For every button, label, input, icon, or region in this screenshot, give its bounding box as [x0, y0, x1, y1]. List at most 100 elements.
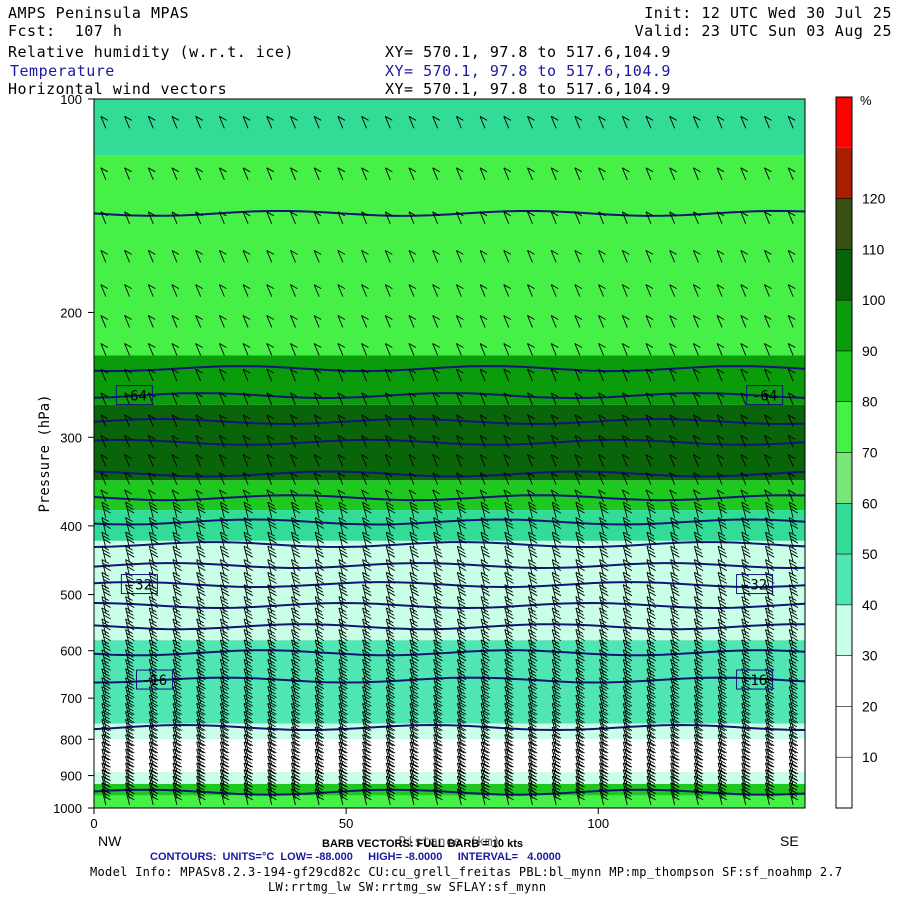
wind-barb	[172, 694, 182, 712]
wind-barb	[196, 734, 206, 751]
wind-barb	[741, 596, 751, 613]
wind-barb	[314, 668, 325, 685]
wind-barb	[765, 659, 775, 676]
wind-barb	[551, 694, 562, 712]
colorbar-swatch	[836, 554, 852, 605]
wind-barb	[432, 343, 440, 356]
wind-barb	[717, 677, 728, 694]
wind-barb	[669, 284, 677, 297]
wind-barb	[669, 315, 677, 328]
wind-barb	[243, 694, 254, 712]
wind-barb	[385, 659, 396, 676]
wind-barb	[291, 618, 301, 636]
wind-barb	[409, 596, 419, 613]
wind-barb	[384, 284, 393, 297]
temperature-contour	[93, 623, 806, 631]
wind-barb	[171, 489, 180, 503]
wind-barb	[338, 782, 348, 799]
wind-barb	[291, 726, 301, 744]
colorbar-swatch	[836, 97, 852, 148]
wind-barb	[693, 719, 704, 736]
wind-barb	[716, 315, 725, 328]
wind-barb	[788, 703, 799, 720]
wind-barb	[504, 629, 514, 646]
temperature-contour	[93, 676, 806, 684]
wind-barb	[455, 284, 464, 297]
wind-barb	[504, 559, 514, 576]
wind-barb	[125, 668, 135, 685]
wind-barb	[504, 545, 514, 563]
wind-barb	[598, 489, 606, 503]
wind-barb	[622, 711, 633, 728]
wind-barb	[385, 618, 396, 636]
wind-barb	[219, 726, 230, 744]
wind-barb	[456, 659, 467, 676]
wind-barb	[646, 559, 656, 576]
wind-barb	[717, 703, 728, 720]
wind-barb	[290, 392, 298, 406]
wind-barb	[313, 472, 322, 485]
wind-barb	[765, 703, 775, 720]
wind-barb	[266, 343, 275, 356]
wind-barb	[125, 531, 135, 549]
wind-barb	[314, 711, 325, 728]
wind-barb	[456, 788, 467, 806]
wind-barb	[101, 677, 111, 694]
wind-barb	[550, 167, 559, 180]
wind-barb	[504, 726, 514, 744]
wind-barb	[504, 517, 514, 534]
wind-barb	[266, 368, 275, 382]
wind-barb	[313, 284, 322, 297]
wind-barb	[219, 659, 230, 676]
wind-barbs	[100, 115, 799, 806]
wind-barb	[101, 596, 111, 613]
wind-barb	[598, 392, 606, 406]
wind-barb	[172, 649, 182, 666]
wind-barb	[456, 607, 467, 625]
colorbar-tick-label: 50	[862, 546, 878, 562]
wind-barb	[788, 501, 799, 519]
wind-barb	[219, 788, 230, 806]
wind-barb	[646, 517, 656, 534]
wind-barb	[243, 677, 254, 694]
wind-barb	[266, 472, 275, 485]
temperature-contour	[93, 518, 806, 526]
wind-barb	[385, 726, 396, 744]
wind-barb	[196, 711, 206, 728]
wind-barb	[788, 531, 799, 549]
wind-barb	[385, 545, 396, 563]
wind-barb	[196, 629, 206, 646]
wind-barb	[693, 659, 704, 676]
wind-barb	[124, 250, 132, 263]
wind-barb	[787, 284, 796, 297]
wind-barb	[338, 719, 348, 736]
wind-barb	[148, 501, 159, 519]
temperature-contour	[93, 649, 806, 657]
wind-barb	[338, 686, 348, 703]
wind-barb	[338, 559, 348, 576]
wind-barb	[741, 629, 751, 646]
y-tick-label: 900	[60, 769, 82, 784]
wind-barb	[125, 596, 135, 613]
wind-barb	[196, 686, 206, 703]
wind-barb	[599, 639, 609, 656]
wind-barb	[243, 501, 254, 519]
wind-barb	[219, 677, 230, 694]
wind-barb	[314, 703, 325, 720]
wind-barb	[551, 559, 562, 576]
wind-barb	[314, 571, 325, 589]
wind-barb	[362, 559, 372, 576]
wind-barb	[503, 115, 512, 129]
wind-barb	[266, 250, 275, 263]
field-label-wind: Horizontal wind vectors	[8, 80, 228, 98]
wind-barb	[384, 368, 393, 382]
wind-barb	[621, 472, 630, 485]
wind-barb	[692, 343, 701, 356]
wind-barb	[788, 677, 799, 694]
wind-barb	[717, 596, 728, 613]
temperature-contour	[93, 541, 806, 549]
wind-barb	[765, 607, 775, 625]
wind-barb	[598, 211, 606, 225]
wind-barb	[314, 607, 325, 625]
wind-barb	[338, 668, 348, 685]
